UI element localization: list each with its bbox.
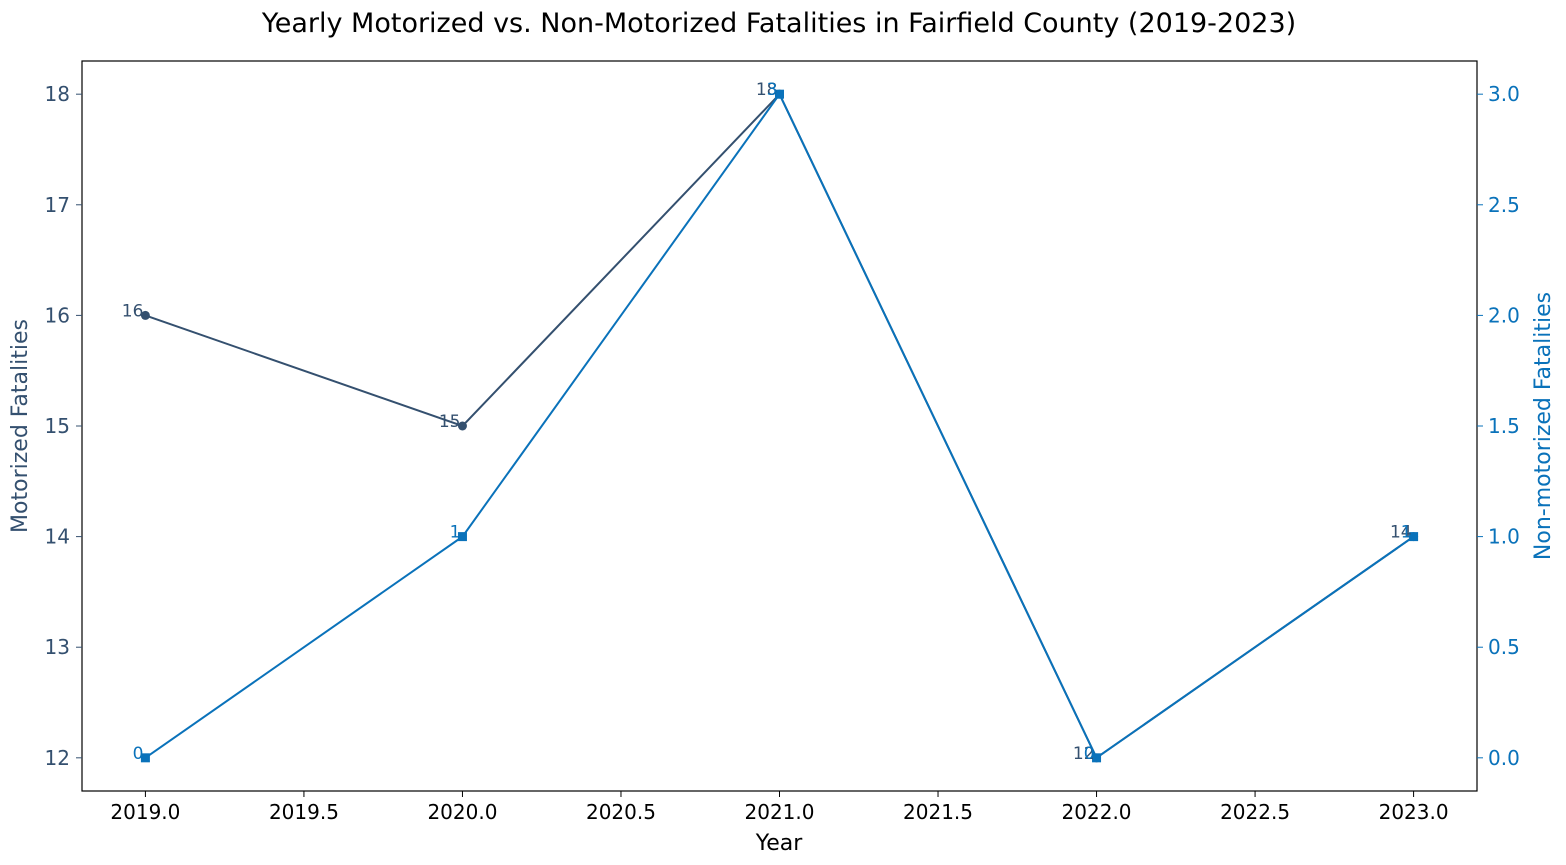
- motorized-data-label: 12: [1073, 744, 1095, 764]
- x-axis: 2019.0 2019.5 2020.0 2020.5 2021.0 2021.5 2022…: [110, 791, 1449, 824]
- y-left-tick-label: 16: [45, 303, 70, 327]
- y-right-tick-label: 1.5: [1488, 414, 1520, 438]
- motorized-point: [140, 310, 150, 320]
- non-motorized-data-label: 1: [450, 523, 461, 543]
- non-motorized-point: [775, 89, 784, 99]
- y-right-tick-label: 2.0: [1488, 303, 1520, 327]
- motorized-data-label: 16: [122, 301, 144, 321]
- motorized-point: [457, 421, 467, 431]
- x-tick-label: 2022.5: [1220, 800, 1290, 824]
- y-left-tick-label: 13: [45, 635, 70, 659]
- y-left-tick-label: 17: [45, 193, 70, 217]
- chart-title: Yearly Motorized vs. Non-Motorized Fatal…: [261, 8, 1296, 39]
- motorized-series-line: [145, 92, 1415, 760]
- y-left-tick-label: 14: [45, 525, 70, 549]
- y-left-tick-label: 12: [45, 746, 70, 770]
- non-motorized-point: [1092, 753, 1102, 763]
- non-motorized-point: [1409, 532, 1419, 542]
- non-motorized-series-line: [144, 92, 1415, 760]
- x-tick-label: 2019.0: [110, 800, 180, 824]
- x-tick-label: 2022.0: [1062, 800, 1132, 824]
- y-right-tick-label: 0.5: [1488, 635, 1520, 659]
- x-tick-label: 2021.0: [745, 800, 815, 824]
- plot-frame: [81, 60, 1478, 792]
- x-tick-label: 2019.5: [269, 800, 339, 824]
- y-axis-left: 12 13 14 15 16 17 18: [45, 82, 82, 770]
- y-left-tick-label: 18: [45, 82, 70, 106]
- x-axis-label: Year: [755, 831, 804, 856]
- x-tick-label: 2023.0: [1379, 800, 1449, 824]
- non-motorized-point: [457, 532, 467, 542]
- x-tick-label: 2020.5: [586, 800, 656, 824]
- y-right-tick-label: 2.5: [1488, 193, 1520, 217]
- y-right-tick-label: 1.0: [1488, 525, 1520, 549]
- y-right-tick-label: 3.0: [1488, 82, 1520, 106]
- non-motorized-data-label: 0: [1084, 744, 1095, 764]
- y-left-tick-label: 15: [45, 414, 70, 438]
- non-motorized-data-label: 3: [767, 80, 778, 100]
- motorized-data-label: 18: [756, 80, 778, 100]
- y-axis-right-label: Non-motorized Fatalities: [1531, 292, 1556, 560]
- motorized-data-label: 15: [439, 412, 461, 432]
- non-motorized-data-label: 0: [133, 744, 144, 764]
- x-tick-label: 2021.5: [903, 800, 973, 824]
- data-label-layer: 16 15 18 12 14 0 1 3 0 1: [122, 80, 1412, 764]
- series-layer: [140, 89, 1419, 763]
- non-motorized-point: [140, 753, 150, 763]
- non-motorized-data-label: 1: [1401, 523, 1412, 543]
- motorized-data-label: 14: [1390, 523, 1412, 543]
- y-right-tick-label: 0.0: [1488, 746, 1520, 770]
- y-axis-left-label: Motorized Fatalities: [8, 319, 33, 533]
- y-axis-right: 0.0 0.5 1.0 1.5 2.0 2.5 3.0: [1477, 82, 1520, 770]
- x-tick-label: 2020.0: [427, 800, 497, 824]
